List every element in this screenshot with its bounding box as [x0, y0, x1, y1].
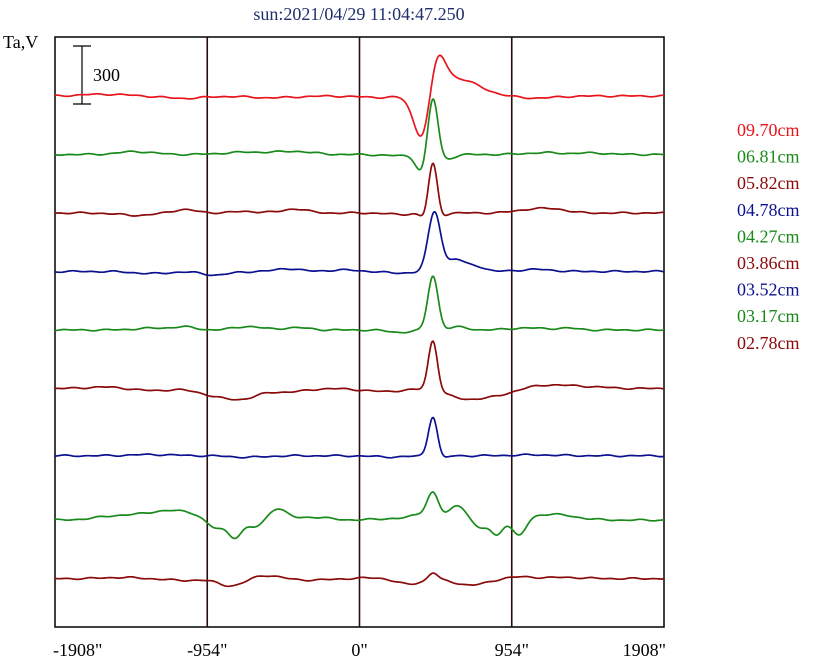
legend-entry: 03.52cm	[737, 280, 800, 300]
x-tick-label: -1908"	[53, 640, 102, 660]
legend-entry: 05.82cm	[737, 173, 800, 193]
legend-entry: 09.70cm	[737, 120, 800, 140]
legend: 09.70cm 06.81cm 05.82cm 04.78cm 04.27cm 03.86…	[737, 120, 800, 353]
chart-title: sun:2021/04/29 11:04:47.250	[253, 4, 464, 24]
x-tick-label: 954"	[495, 640, 529, 660]
series-line-06-81cm	[54, 98, 664, 171]
series-line-02-78cm	[54, 572, 664, 588]
legend-entry: 03.17cm	[737, 306, 800, 326]
series-line-04-78cm	[54, 210, 665, 277]
series-traces	[54, 54, 665, 588]
x-tick-label: 0"	[351, 640, 367, 660]
legend-entry: 06.81cm	[737, 147, 800, 167]
y-axis-label: Ta,V	[3, 32, 38, 52]
legend-entry: 02.78cm	[737, 333, 800, 353]
series-line-03-86cm	[55, 340, 665, 401]
legend-entry: 04.78cm	[737, 200, 800, 220]
series-line-03-52cm	[54, 416, 665, 459]
legend-entry: 04.27cm	[737, 226, 800, 246]
legend-entry: 03.86cm	[737, 253, 800, 273]
series-line-04-27cm	[54, 275, 665, 334]
series-line-09-70cm	[55, 54, 664, 137]
scale-bar-label: 300	[93, 65, 120, 85]
x-tick-label: -954"	[187, 640, 227, 660]
x-tick-labels: -1908" -954" 0" 954" 1908"	[53, 640, 666, 660]
x-tick-label: 1908"	[623, 640, 666, 660]
series-line-05-82cm	[55, 162, 664, 217]
vertical-reference-lines	[206, 37, 513, 627]
series-line-03-17cm	[54, 491, 665, 540]
